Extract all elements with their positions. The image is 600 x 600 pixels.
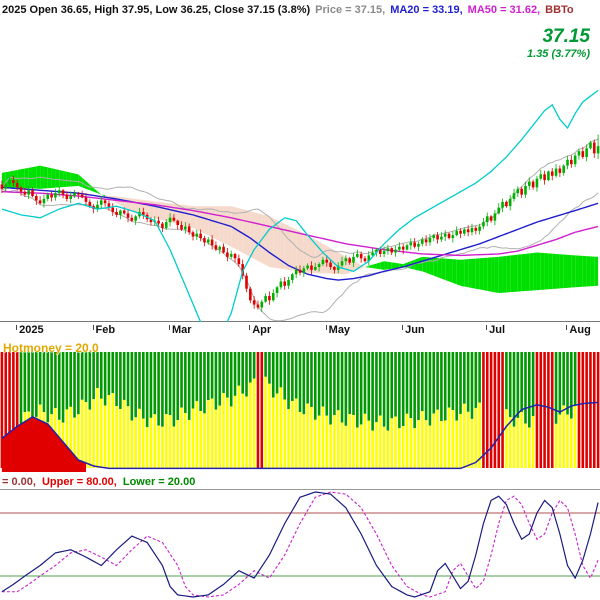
x-axis-label: Jun: [402, 324, 425, 336]
stoch-value-label: = 0.00,: [2, 476, 36, 488]
stochastic-header: = 0.00, Upper = 80.00, Lower = 20.00: [0, 475, 600, 489]
x-axis-label: Jul: [486, 324, 506, 336]
x-axis-label: Feb: [92, 324, 116, 336]
chart-header: 2025 Open 36.65, High 37.95, Low 36.25, …: [0, 0, 600, 18]
x-axis-label: 2025: [16, 324, 44, 336]
last-price-display: 37.15 1.35 (3.77%): [527, 26, 590, 60]
last-price: 37.15: [542, 26, 590, 47]
main-chart-panel: 37.15 1.35 (3.77%): [0, 18, 600, 322]
price-change: 1.35 (3.77%): [527, 47, 590, 60]
stoch-upper-label: Upper = 80.00,: [41, 476, 117, 488]
candlestick-chart[interactable]: [0, 18, 600, 322]
hotmoney-label: Hotmoney = 20.0: [3, 341, 99, 355]
x-axis-label: Mar: [169, 324, 192, 336]
x-axis-label: Aug: [566, 324, 591, 336]
x-axis-label: Apr: [249, 324, 272, 336]
bollinger-legend: BBTo: [545, 4, 574, 16]
ma50-legend: MA50 = 31.62,: [467, 4, 541, 16]
stoch-lower-label: Lower = 20.00: [122, 476, 196, 488]
x-axis-label: May: [325, 324, 351, 336]
ma20-legend: MA20 = 33.19,: [390, 4, 463, 16]
hotmoney-panel: Hotmoney = 20.0: [0, 340, 600, 475]
x-axis: 2025 Feb Mar Apr May Jun Jul Aug: [0, 322, 600, 340]
price-legend: Price = 37.15,: [315, 4, 386, 16]
hotmoney-chart[interactable]: [0, 340, 600, 475]
stochastic-chart[interactable]: [0, 490, 600, 600]
stochastic-panel: [0, 489, 600, 600]
ohlc-summary: 2025 Open 36.65, High 37.95, Low 36.25, …: [2, 4, 311, 16]
